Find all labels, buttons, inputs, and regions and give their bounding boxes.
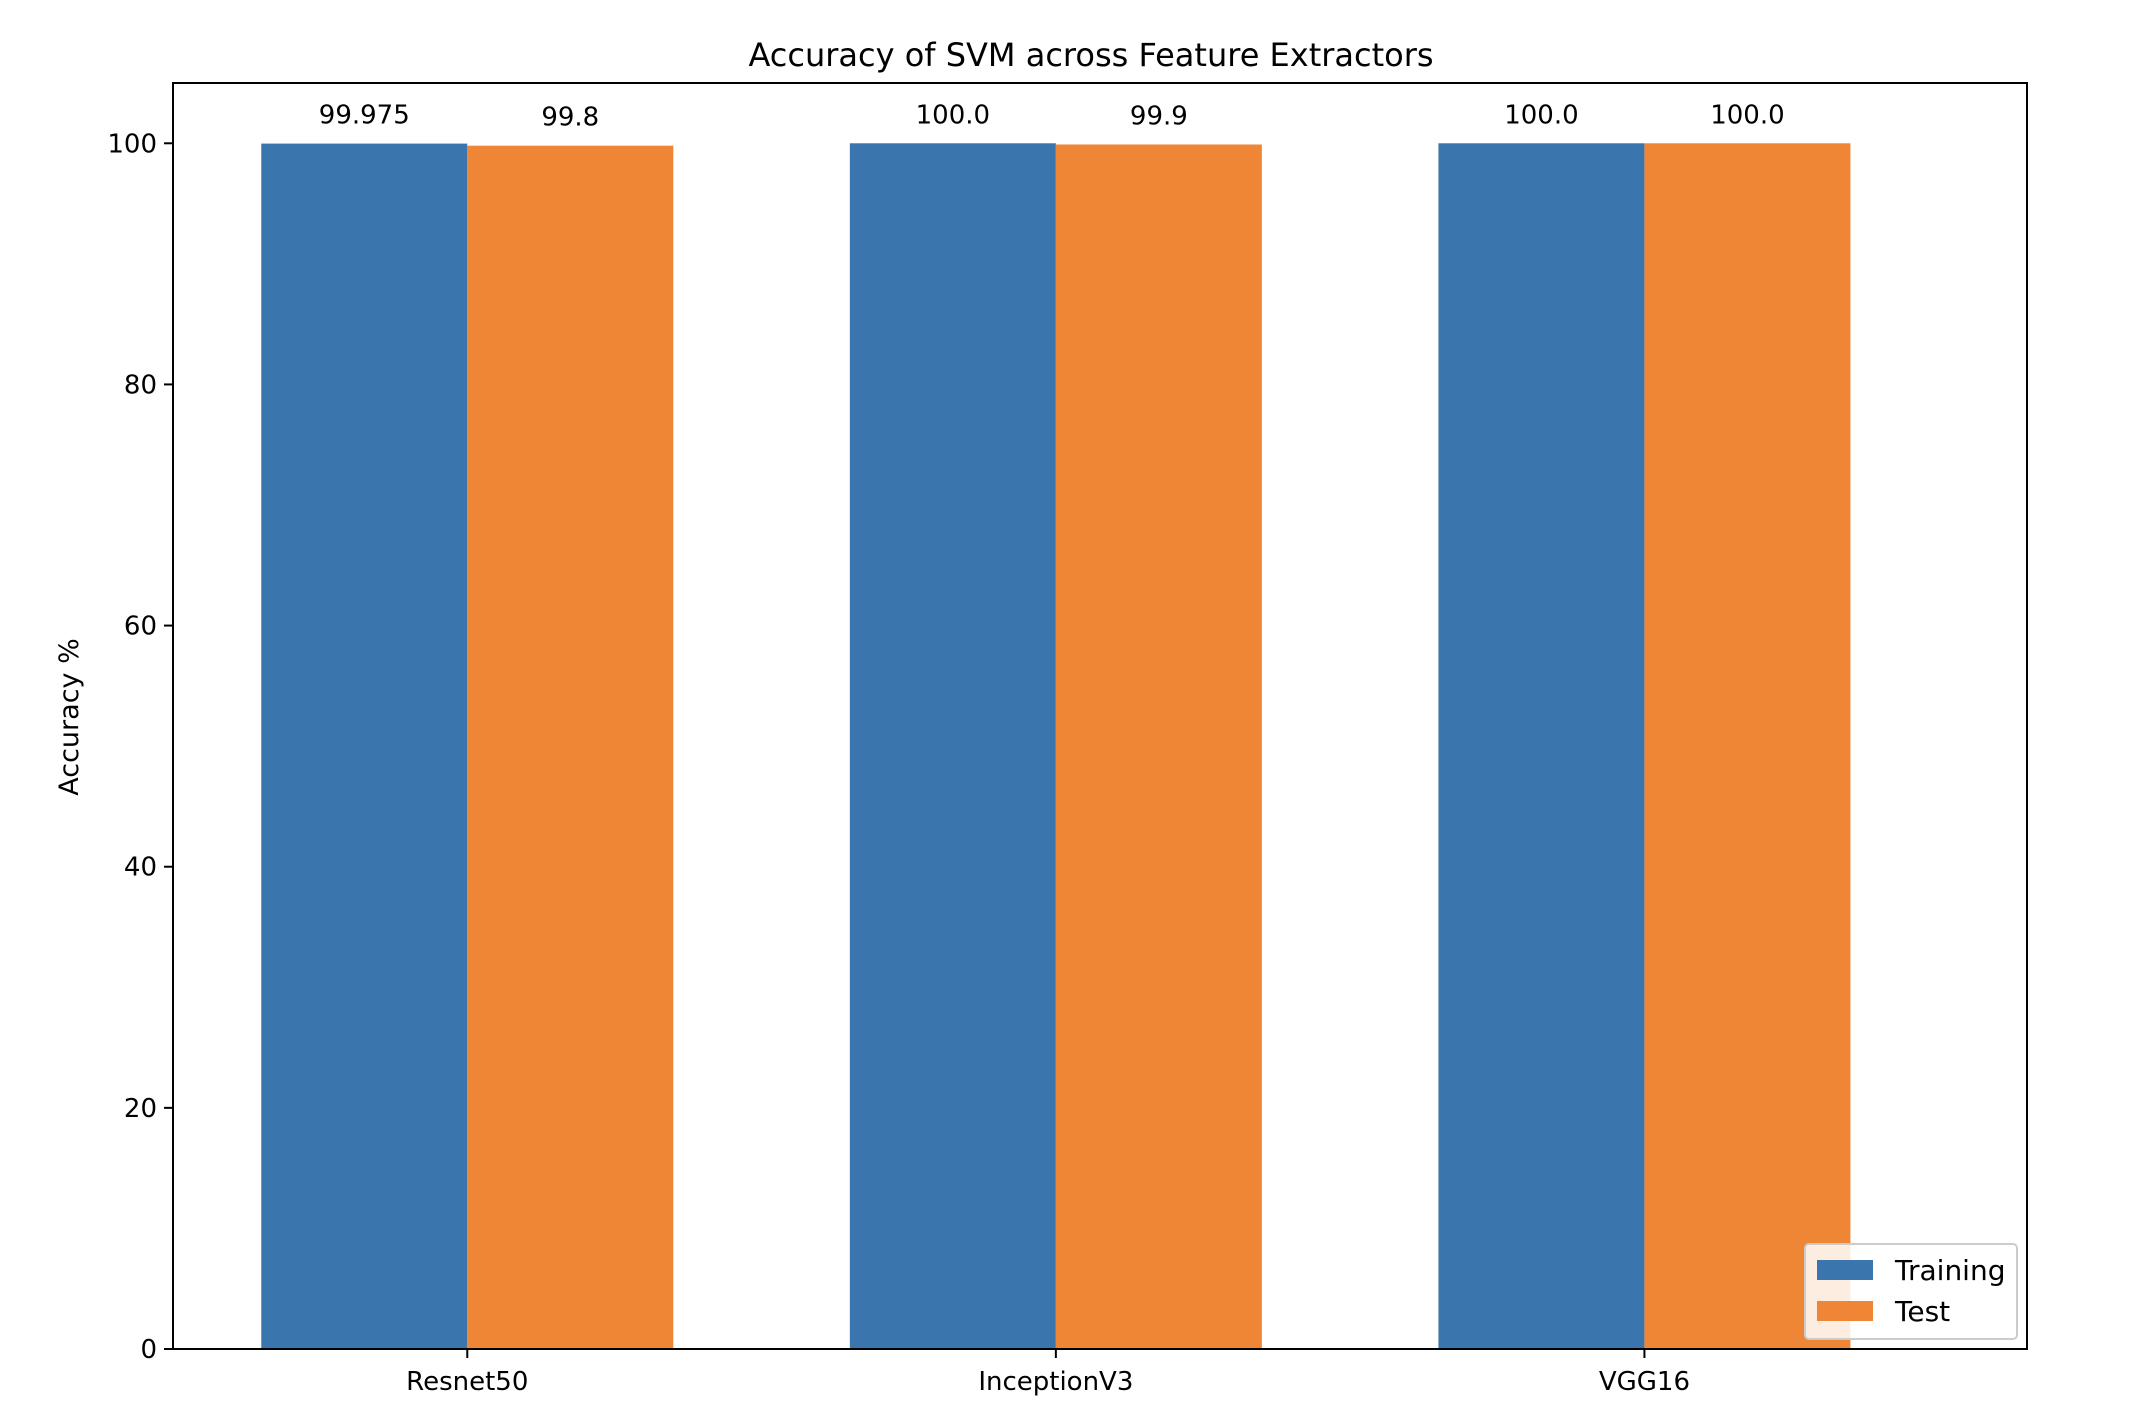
legend: Training Test: [1804, 1243, 2018, 1340]
bar-value-label: 99.975: [319, 101, 410, 131]
bar-value-label: 100.0: [916, 100, 990, 130]
legend-label-training: Training: [1894, 1254, 2005, 1287]
y-tick-label: 40: [124, 853, 157, 883]
y-tick-label: 100: [107, 129, 157, 159]
bar-training-vgg16: [1438, 143, 1645, 1349]
bar-training-resnet50: [261, 143, 468, 1349]
y-axis: 0 20 40 60 80 100: [107, 129, 173, 1365]
bar-value-label: 99.8: [541, 103, 599, 133]
legend-swatch-test: [1817, 1301, 1873, 1321]
bar-value-label: 100.0: [1504, 100, 1578, 130]
bar-training-inceptionv3: [849, 143, 1056, 1349]
y-tick-label: 20: [124, 1094, 157, 1124]
y-axis-label: Accuracy %: [54, 638, 85, 796]
bar-test-resnet50: [467, 145, 674, 1349]
bar-test-inceptionv3: [1055, 144, 1262, 1349]
bar-value-label: 100.0: [1710, 100, 1784, 130]
x-tick-label: Resnet50: [406, 1367, 528, 1397]
legend-label-test: Test: [1894, 1295, 1950, 1328]
x-axis: Resnet50 InceptionV3 VGG16: [406, 1349, 1690, 1397]
plot-frame: [172, 82, 2028, 1350]
bar-test-vgg16: [1644, 143, 1851, 1349]
chart-title: Accuracy of SVM across Feature Extractor…: [748, 36, 1433, 74]
y-tick-label: 80: [124, 370, 157, 400]
bars-group: [261, 143, 1851, 1349]
legend-swatch-training: [1817, 1260, 1873, 1280]
bar-value-label: 99.9: [1130, 101, 1188, 131]
y-tick-label: 60: [124, 612, 157, 642]
x-tick-label: VGG16: [1599, 1367, 1690, 1397]
bar-labels-group: 99.975 100.0 100.0 99.8 99.9 100.0: [319, 100, 1785, 132]
y-tick-label: 0: [140, 1335, 157, 1365]
x-tick-label: InceptionV3: [978, 1367, 1133, 1397]
